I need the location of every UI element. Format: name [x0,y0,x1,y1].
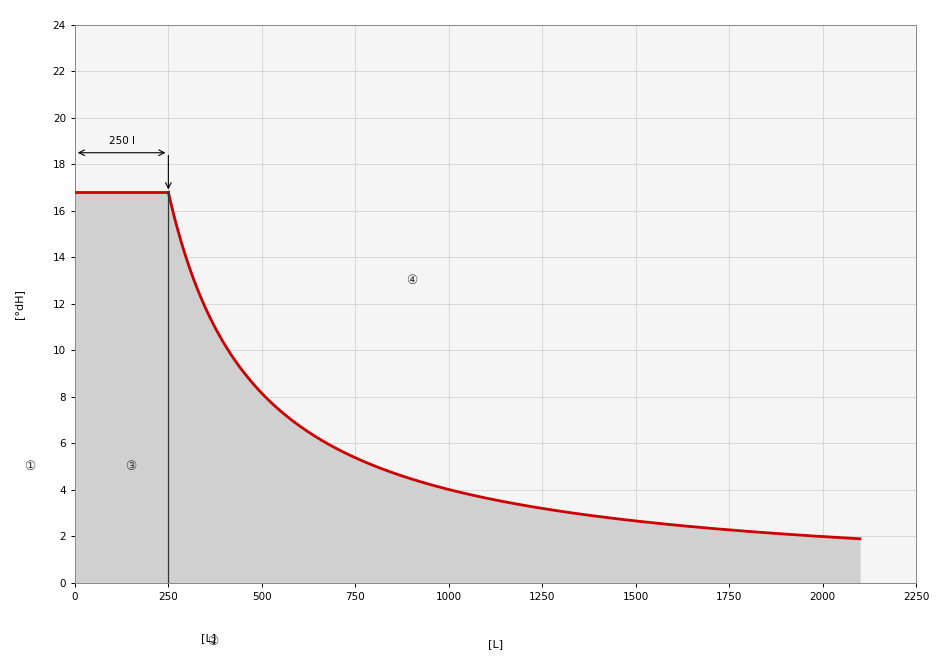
Polygon shape [75,192,860,583]
Text: ②: ② [208,634,219,648]
X-axis label: [L]: [L] [488,639,503,649]
Text: ①: ① [25,460,36,473]
Text: [L]: [L] [201,633,217,643]
Text: ④: ④ [406,274,417,287]
Text: ③: ③ [125,460,137,473]
Text: 250 l: 250 l [108,136,135,146]
Text: [°dH]: [°dH] [14,289,24,319]
